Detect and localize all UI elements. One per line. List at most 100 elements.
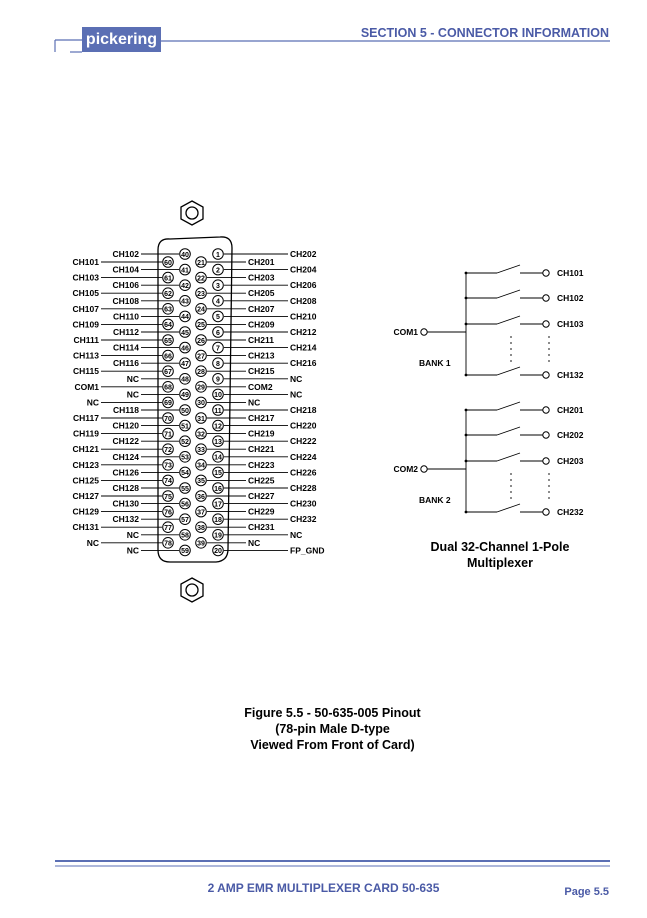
pin-label: CH130 [113, 499, 140, 509]
pin-label: CH203 [248, 273, 275, 283]
pin-number: 5 [216, 314, 220, 321]
pin-label: CH223 [248, 460, 275, 470]
pin-number: 53 [181, 455, 189, 462]
pin-circle [162, 396, 174, 409]
pin-circle [212, 435, 224, 448]
pickering-logo: pickering [82, 27, 161, 52]
pin-number: 19 [214, 533, 222, 540]
bank-label: BANK 2 [419, 495, 451, 505]
pin-label: CH106 [113, 280, 140, 290]
pin-circle [212, 326, 224, 338]
pin-circle [162, 505, 174, 518]
pin-circle [212, 388, 224, 401]
pin-number: 25 [197, 322, 205, 329]
pin-circle [179, 497, 191, 510]
pin-number: 77 [164, 525, 172, 532]
figure-caption-line3: Viewed From Front of Card) [250, 738, 415, 752]
pin-number: 49 [181, 392, 189, 399]
pin-number: 37 [197, 509, 205, 516]
channel-label: CH202 [557, 430, 584, 440]
pin-label: CH121 [73, 444, 100, 454]
pin-label: NC [248, 397, 260, 407]
pin-label: CH104 [113, 265, 140, 275]
pin-circle [179, 513, 191, 526]
pin-circle [179, 435, 191, 448]
pin-number: 55 [181, 486, 189, 493]
pin-label: CH107 [73, 304, 100, 314]
pin-label: CH209 [248, 319, 275, 329]
pin-number: 31 [197, 416, 205, 423]
bank-label: BANK 1 [419, 358, 451, 368]
pin-label: CH204 [290, 265, 317, 275]
pin-number: 11 [214, 408, 222, 415]
pin-circle [212, 497, 224, 510]
pin-circle [195, 334, 207, 346]
pin-number: 29 [197, 385, 205, 392]
pin-circle [195, 256, 207, 268]
pin-circle [212, 373, 224, 385]
pin-number: 43 [181, 299, 189, 306]
pin-label: CH211 [248, 335, 274, 345]
pin-circle [162, 443, 174, 456]
pin-circle [179, 388, 191, 401]
pin-label: CH112 [113, 327, 139, 337]
junction-dot [464, 510, 468, 514]
mux-title-line2: Multiplexer [467, 556, 533, 570]
pin-label: COM2 [248, 382, 273, 392]
pin-label: CH102 [113, 249, 140, 259]
pin-number: 28 [197, 369, 205, 376]
pin-circle [195, 396, 207, 409]
pin-circle [179, 279, 191, 292]
pin-circle [162, 537, 174, 549]
pin-label: CH214 [290, 343, 317, 353]
pin-number: 68 [164, 385, 172, 392]
channel-label: CH101 [557, 268, 584, 278]
pin-circle [212, 295, 224, 307]
pin-number: 70 [164, 416, 172, 423]
pin-label: CH227 [248, 491, 275, 501]
channel-label: CH203 [557, 456, 584, 466]
pin-label: NC [290, 374, 302, 384]
channel-terminal [542, 457, 550, 465]
multiplexer-diagram: COM1 BANK 1 CH101 CH102 CH103 CH132 COM2 BANK 2… [393, 264, 584, 517]
pin-circle [212, 466, 224, 479]
pin-number: 48 [181, 377, 189, 384]
junction-dot [464, 408, 468, 412]
channel-label: CH103 [557, 319, 584, 329]
pin-circle [162, 334, 174, 346]
pin-circle [195, 349, 207, 362]
pin-circle [162, 427, 174, 440]
pin-number: 74 [164, 478, 172, 485]
pin-label: CH123 [73, 460, 100, 470]
pin-label: COM1 [74, 382, 99, 392]
pin-circle [179, 341, 191, 354]
pin-circle [212, 263, 224, 276]
relay-contact [496, 503, 521, 513]
pin-label: CH217 [248, 413, 275, 423]
connector-shell [157, 236, 233, 563]
pin-number: 30 [197, 400, 205, 407]
pin-label: CH206 [290, 280, 317, 290]
pin-number: 7 [216, 345, 220, 352]
pin-number: 63 [164, 307, 172, 314]
pin-label: CH215 [248, 366, 275, 376]
pin-label: NC [127, 374, 139, 384]
pin-circle [195, 443, 207, 456]
channel-terminal [542, 294, 550, 302]
junction-dot [464, 433, 468, 437]
pin-circle [179, 373, 191, 385]
pin-circle [162, 521, 174, 534]
section-title: SECTION 5 - CONNECTOR INFORMATION [360, 26, 609, 40]
pin-number: 59 [181, 548, 189, 555]
pin-number: 16 [214, 486, 222, 493]
com-label: COM2 [393, 464, 418, 474]
pin-label: CH114 [113, 343, 139, 353]
pin-number: 46 [181, 345, 189, 352]
channel-terminal [542, 508, 550, 516]
pin-number: 69 [164, 400, 172, 407]
pin-label: CH224 [290, 452, 317, 462]
pin-label: CH128 [113, 483, 140, 493]
pin-number: 20 [214, 548, 222, 555]
pin-label: CH120 [113, 421, 140, 431]
